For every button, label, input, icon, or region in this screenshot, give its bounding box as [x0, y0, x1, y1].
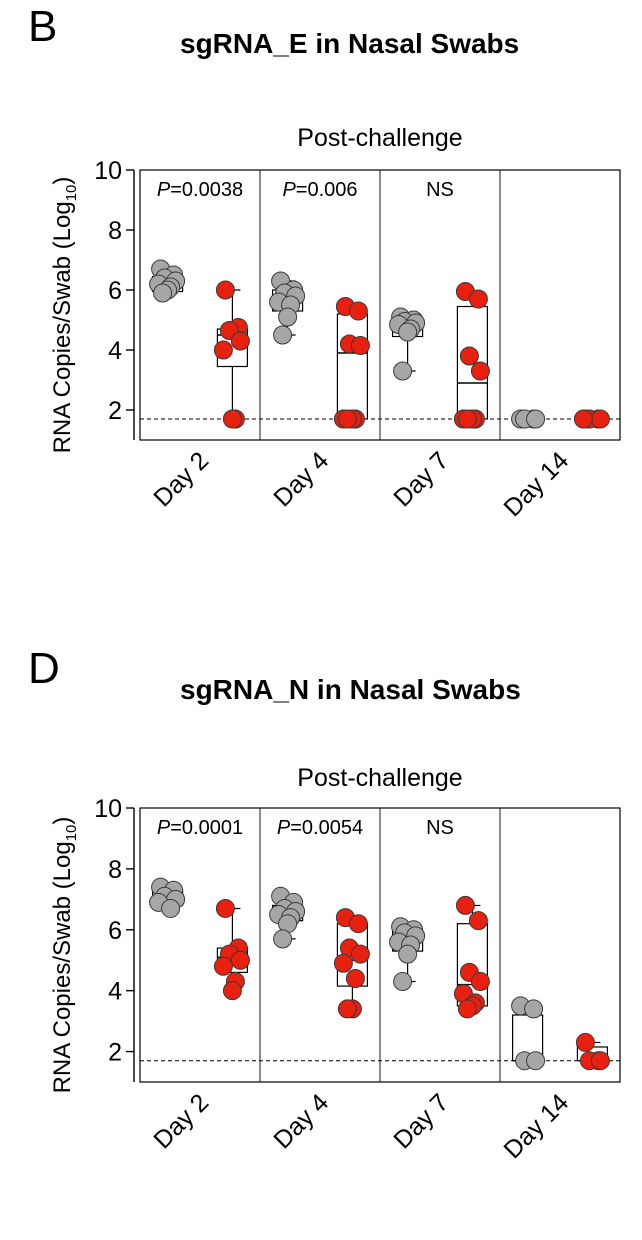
red-data-point [213, 340, 233, 360]
panel-letter: D [28, 644, 60, 693]
gray-data-point [526, 409, 546, 429]
red-data-point [590, 1051, 610, 1071]
red-data-point [590, 409, 610, 429]
red-data-point [337, 999, 357, 1019]
p-value-annotation: P=0.0038 [157, 179, 243, 201]
red-data-point [222, 409, 242, 429]
red-data-point [345, 968, 365, 988]
red-data-point [573, 409, 593, 429]
p-value: =0.0038 [170, 179, 243, 201]
y-tick-label: 4 [108, 337, 122, 365]
chart-subtitle: Post-challenge [297, 124, 462, 152]
p-value: =0.006 [296, 179, 358, 201]
red-data-point [575, 1032, 595, 1052]
red-data-point [455, 895, 475, 915]
p-value-annotation: P=0.006 [282, 179, 357, 201]
panel-b: B sgRNA_E in Nasal Swabs Post-challenge 2… [0, 0, 642, 600]
chart-title: sgRNA_N in Nasal Swabs [180, 674, 521, 705]
p-value-annotation: NS [426, 179, 454, 201]
p-symbol: P [282, 179, 296, 201]
y-axis-label: RNA Copies/Swab (Log10) [49, 817, 80, 1094]
y-tick-label: 10 [94, 157, 122, 185]
red-box-group [336, 305, 368, 420]
y-axis-label-subscript: 10 [63, 185, 80, 202]
y-axis-label-end: ) [49, 177, 76, 185]
x-tick-label: Day 4 [268, 446, 334, 512]
x-tick-label: Day 2 [148, 1088, 214, 1154]
gray-data-point [161, 898, 181, 918]
p-value: NS [426, 817, 454, 839]
gray-data-point [398, 944, 418, 964]
p-symbol: P [157, 817, 171, 839]
p-value: =0.0001 [170, 817, 243, 839]
panel-letter: B [28, 2, 58, 51]
y-tick-label: 10 [94, 795, 122, 823]
gray-data-point [398, 322, 418, 342]
gray-data-point [393, 972, 413, 992]
red-data-point [348, 914, 368, 934]
y-tick-label: 6 [108, 917, 122, 945]
red-data-point [215, 898, 235, 918]
p-value-annotation: P=0.0054 [277, 817, 363, 839]
x-tick-label: Day 14 [498, 1088, 574, 1164]
red-data-point [213, 956, 233, 976]
y-axis-label-main: RNA Copies/Swab (Log [49, 841, 76, 1093]
gray-data-point [153, 283, 173, 303]
x-tick-label: Day 4 [268, 1088, 334, 1154]
p-value-annotation: NS [426, 817, 454, 839]
box-iqr [336, 313, 368, 420]
red-data-point [470, 972, 490, 992]
red-data-point [215, 280, 235, 300]
y-axis-label-main: RNA Copies/Swab (Log [49, 201, 76, 453]
gray-data-point [273, 929, 293, 949]
gray-data-point [278, 307, 298, 327]
y-axis-label-subscript: 10 [63, 825, 80, 842]
panel-d: D sgRNA_N in Nasal Swabs Post-challenge 2… [0, 640, 642, 1240]
red-data-point [333, 953, 353, 973]
red-data-point [470, 361, 490, 381]
y-tick-label: 8 [108, 856, 122, 884]
chart-title: sgRNA_E in Nasal Swabs [180, 28, 520, 59]
red-data-point [337, 409, 357, 429]
y-axis-label-end: ) [49, 817, 76, 825]
red-data-point [350, 944, 370, 964]
y-tick-label: 4 [108, 978, 122, 1006]
y-tick-label: 2 [108, 1039, 122, 1067]
y-tick-label: 8 [108, 217, 122, 245]
gray-data-point [393, 361, 413, 381]
p-value: =0.0054 [290, 817, 363, 839]
gray-data-point [273, 325, 293, 345]
p-symbol: P [157, 179, 171, 201]
x-tick-label: Day 14 [498, 446, 574, 522]
y-axis-label: RNA Copies/Swab (Log10) [49, 177, 80, 454]
red-data-point [230, 950, 250, 970]
red-data-point [230, 331, 250, 351]
gray-data-point [524, 999, 544, 1019]
red-data-point [350, 336, 370, 355]
red-data-point [459, 346, 479, 366]
p-symbol: P [277, 817, 291, 839]
y-tick-label: 2 [108, 397, 122, 425]
red-data-point [222, 981, 242, 1001]
red-data-point [348, 301, 368, 321]
x-tick-label: Day 7 [388, 1088, 454, 1154]
red-data-point [468, 911, 488, 931]
p-value-annotation: P=0.0001 [157, 817, 243, 839]
p-value: NS [426, 179, 454, 201]
chart-subtitle: Post-challenge [297, 764, 462, 792]
red-data-point [457, 409, 477, 429]
x-tick-label: Day 2 [148, 446, 214, 512]
red-data-point [457, 999, 477, 1019]
y-tick-label: 6 [108, 277, 122, 305]
gray-data-point [526, 1051, 546, 1071]
red-data-point [468, 289, 488, 309]
x-tick-label: Day 7 [388, 446, 454, 512]
